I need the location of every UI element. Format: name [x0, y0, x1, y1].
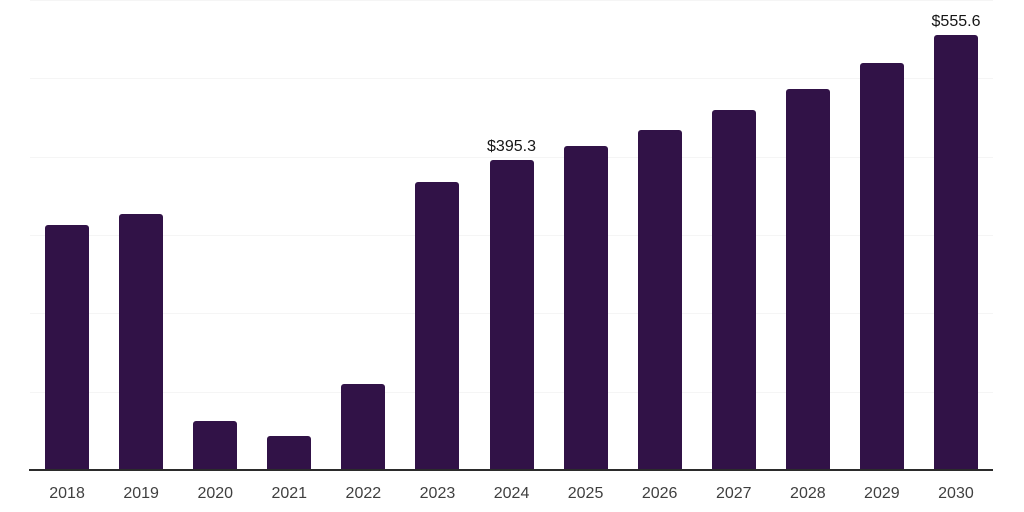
bar-2020	[193, 421, 238, 470]
bar-2025	[563, 146, 608, 470]
bar-2024	[489, 160, 534, 470]
x-tick-2029: 2029	[864, 485, 900, 502]
bar-2021	[267, 436, 312, 470]
x-tick-2022: 2022	[345, 485, 382, 502]
gridline-600	[30, 0, 993, 1]
x-tick-2030: 2030	[938, 485, 974, 502]
x-tick-2026: 2026	[641, 485, 678, 502]
x-tick-2019: 2019	[123, 485, 159, 502]
x-tick-2021: 2021	[271, 485, 308, 502]
data-label-2030: $555.6	[931, 12, 981, 30]
gridline-500	[30, 78, 993, 79]
x-tick-2027: 2027	[715, 485, 752, 502]
x-tick-2028: 2028	[790, 485, 826, 502]
bar-2029	[859, 63, 904, 470]
data-label-2024: $395.3	[487, 138, 536, 156]
bar-2019	[119, 213, 164, 470]
bar-2023	[415, 181, 460, 470]
bar-2018	[45, 224, 89, 470]
gridline-400	[30, 157, 993, 158]
bar-2022	[341, 384, 386, 470]
x-tick-2024: 2024	[493, 485, 530, 502]
x-tick-2025: 2025	[567, 485, 604, 502]
x-axis-line	[29, 469, 993, 471]
bar-2028	[785, 88, 830, 470]
bar-2030	[934, 34, 978, 470]
bar-2027	[711, 110, 756, 470]
bar-2026	[637, 129, 682, 470]
x-tick-2020: 2020	[197, 485, 234, 502]
x-tick-2023: 2023	[419, 485, 456, 502]
x-tick-2018: 2018	[49, 485, 85, 502]
